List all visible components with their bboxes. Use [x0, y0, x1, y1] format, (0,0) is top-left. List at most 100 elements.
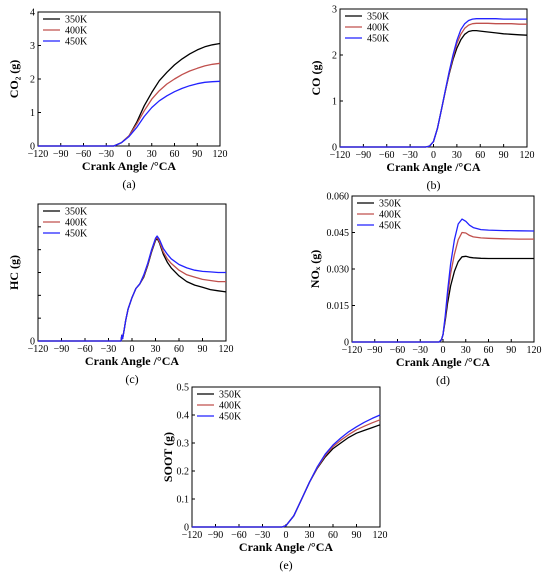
y-tick-label: 0.2: [177, 467, 190, 478]
y-tick-label: 1: [332, 97, 337, 108]
x-tick-label: −120: [342, 345, 363, 356]
x-tick-label: −30: [98, 149, 114, 160]
y-tick-label: 0: [332, 143, 337, 154]
x-tick-label: 0: [441, 345, 446, 356]
x-tick-label: 90: [352, 530, 362, 541]
y-tick-label: 4: [30, 8, 35, 19]
legend-label: 450K: [379, 221, 402, 232]
series-line-450K: [38, 235, 226, 342]
y-tick-label: 0.045: [327, 228, 350, 239]
y-axis-label: NOₓ (g): [308, 250, 322, 288]
x-tick-label: 90: [499, 150, 509, 161]
x-tick-label: −90: [208, 530, 224, 541]
x-tick-label: 60: [328, 530, 338, 541]
y-axis-label: HC (g): [7, 255, 21, 290]
y-tick-label: 0.1: [177, 495, 190, 506]
legend-label: 400K: [219, 401, 242, 412]
y-tick-label: 0: [30, 142, 35, 153]
x-tick-label: 0: [130, 344, 135, 355]
series-line-450K: [192, 414, 381, 528]
x-tick-label: 30: [305, 530, 315, 541]
x-tick-label: −90: [367, 345, 383, 356]
x-tick-label: −90: [53, 149, 69, 160]
y-tick-label: 0.030: [327, 265, 350, 276]
x-tick-label: −90: [356, 150, 372, 161]
series-line-450K: [340, 18, 527, 148]
x-tick-label: −120: [28, 149, 49, 160]
y-tick-label: 0.015: [327, 301, 350, 312]
x-tick-label: 30: [151, 344, 161, 355]
legend-label: 350K: [367, 12, 390, 23]
x-tick-label: 30: [452, 150, 462, 161]
x-tick-label: 120: [219, 344, 234, 355]
x-tick-label: −60: [390, 345, 406, 356]
legend-label: 400K: [379, 210, 402, 221]
x-tick-label: 60: [484, 345, 494, 356]
x-tick-label: 90: [198, 344, 208, 355]
x-tick-label: −30: [101, 344, 117, 355]
legend-label: 450K: [65, 37, 88, 48]
x-tick-label: 90: [192, 149, 202, 160]
legend-label: 350K: [379, 199, 402, 210]
legend-label: 400K: [367, 23, 390, 34]
x-tick-label: 60: [475, 150, 485, 161]
x-tick-label: −120: [182, 530, 203, 541]
x-tick-label: −120: [330, 150, 351, 161]
x-tick-label: −30: [255, 530, 271, 541]
x-tick-label: −60: [231, 530, 247, 541]
x-tick-label: 120: [213, 149, 228, 160]
legend-label: 450K: [219, 412, 242, 423]
legend-label: 400K: [65, 218, 88, 229]
x-tick-label: 60: [174, 344, 184, 355]
panel-caption: (a): [122, 177, 135, 191]
chart-panel-a: −120 −90 −60 −30 0 30 60 90 120 0 1 2 3 4 Crank Angle …: [7, 8, 228, 192]
y-axis-label: CO₂ (g): [7, 60, 21, 99]
series-line-450K: [352, 218, 535, 343]
y-tick-label: 0: [344, 338, 349, 349]
x-tick-label: 30: [461, 345, 471, 356]
legend-label: 350K: [219, 390, 242, 401]
x-axis-label: Crank Angle /°CA: [239, 540, 333, 554]
x-tick-label: −120: [28, 344, 49, 355]
x-tick-label: 0: [284, 530, 289, 541]
y-tick-label: 2: [332, 51, 337, 62]
x-tick-label: 30: [147, 149, 157, 160]
x-tick-label: −30: [402, 150, 418, 161]
y-tick-label: 1: [30, 108, 35, 119]
x-tick-label: 0: [127, 149, 132, 160]
x-tick-label: 120: [373, 530, 388, 541]
chart-panel-b: −120 −90 −60 −30 0 30 60 90 120 0 1 2 3 Crank Angle /…: [309, 5, 535, 193]
y-tick-label: 3: [332, 5, 337, 16]
y-tick-label: 0.5: [177, 383, 190, 394]
legend-label: 350K: [65, 15, 88, 26]
chart-panel-d: −120 −90 −60 −30 0 30 60 90 120 0 0.015 0.030 0.045 0…: [308, 192, 542, 388]
x-tick-label: 60: [170, 149, 180, 160]
legend-label: 450K: [65, 229, 88, 240]
legend-label: 450K: [367, 34, 390, 45]
y-tick-label: 0: [184, 523, 189, 534]
x-tick-label: −30: [412, 345, 428, 356]
x-tick-label: −90: [54, 344, 70, 355]
y-axis-label: SOOT (g): [161, 432, 175, 482]
y-axis-label: CO (g): [309, 61, 323, 96]
y-tick-label: 0.060: [327, 192, 350, 203]
y-tick-label: 0: [30, 337, 35, 348]
x-axis-label: Crank Angle /°CA: [82, 159, 176, 173]
panel-caption: (c): [125, 372, 138, 386]
x-axis-label: Crank Angle /°CA: [85, 354, 179, 368]
y-tick-label: 2: [30, 75, 35, 86]
x-tick-label: −60: [76, 149, 92, 160]
x-tick-label: −60: [77, 344, 93, 355]
legend-label: 350K: [65, 207, 88, 218]
x-tick-label: 90: [506, 345, 516, 356]
x-tick-label: 120: [520, 150, 535, 161]
series-line-450K: [38, 80, 221, 147]
panel-caption: (d): [436, 373, 450, 387]
panel-caption: (e): [279, 558, 292, 572]
x-tick-label: −60: [379, 150, 395, 161]
y-tick-label: 3: [30, 41, 35, 52]
x-tick-label: 0: [431, 150, 436, 161]
y-tick-label: 0.3: [177, 439, 190, 450]
y-tick-label: 0.4: [177, 411, 190, 422]
